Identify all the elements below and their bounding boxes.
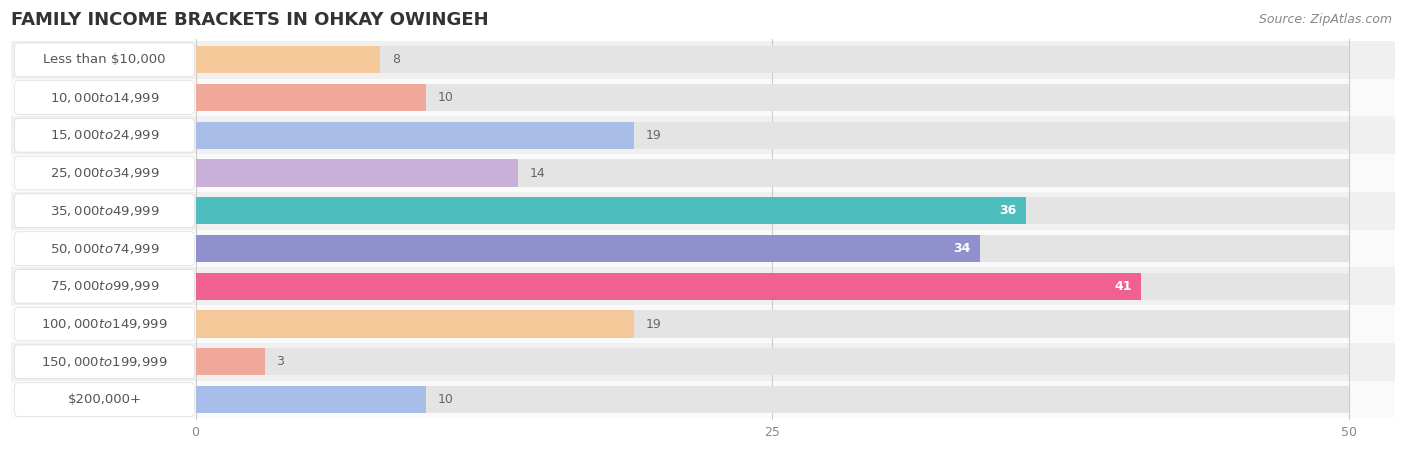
Text: 19: 19 bbox=[645, 318, 661, 331]
Text: $150,000 to $199,999: $150,000 to $199,999 bbox=[41, 355, 167, 369]
Text: Source: ZipAtlas.com: Source: ZipAtlas.com bbox=[1258, 14, 1392, 27]
Bar bbox=[195, 235, 1348, 262]
Bar bbox=[195, 46, 380, 73]
Text: $100,000 to $149,999: $100,000 to $149,999 bbox=[41, 317, 167, 331]
Bar bbox=[195, 386, 426, 413]
Bar bbox=[195, 310, 1348, 338]
Bar bbox=[195, 310, 634, 338]
Bar bbox=[195, 159, 1348, 187]
Bar bbox=[195, 348, 1348, 375]
Bar bbox=[11, 79, 1395, 117]
FancyBboxPatch shape bbox=[14, 307, 194, 341]
FancyBboxPatch shape bbox=[14, 81, 194, 114]
Bar bbox=[195, 197, 1348, 225]
Bar bbox=[11, 267, 1395, 305]
Bar bbox=[195, 235, 980, 262]
Bar bbox=[11, 154, 1395, 192]
Bar bbox=[195, 122, 1348, 149]
Bar bbox=[195, 273, 1142, 300]
Bar bbox=[195, 197, 1026, 225]
Bar bbox=[195, 84, 426, 111]
Text: 14: 14 bbox=[530, 166, 546, 180]
Text: 19: 19 bbox=[645, 129, 661, 142]
Bar bbox=[11, 305, 1395, 343]
Text: $15,000 to $24,999: $15,000 to $24,999 bbox=[49, 128, 159, 142]
Text: 3: 3 bbox=[277, 356, 284, 368]
Text: $10,000 to $14,999: $10,000 to $14,999 bbox=[49, 90, 159, 104]
Text: Less than $10,000: Less than $10,000 bbox=[44, 53, 166, 66]
FancyBboxPatch shape bbox=[14, 156, 194, 190]
FancyBboxPatch shape bbox=[14, 345, 194, 378]
FancyBboxPatch shape bbox=[14, 232, 194, 266]
Bar bbox=[195, 122, 634, 149]
Bar bbox=[11, 117, 1395, 154]
FancyBboxPatch shape bbox=[14, 270, 194, 303]
Bar bbox=[11, 343, 1395, 381]
Text: $50,000 to $74,999: $50,000 to $74,999 bbox=[49, 242, 159, 256]
Bar bbox=[195, 84, 1348, 111]
Bar bbox=[195, 273, 1348, 300]
Text: 10: 10 bbox=[437, 393, 454, 406]
Text: 8: 8 bbox=[392, 53, 399, 66]
Bar bbox=[11, 230, 1395, 267]
Bar bbox=[11, 41, 1395, 79]
Text: $35,000 to $49,999: $35,000 to $49,999 bbox=[49, 204, 159, 218]
FancyBboxPatch shape bbox=[14, 118, 194, 152]
FancyBboxPatch shape bbox=[14, 194, 194, 228]
Bar bbox=[11, 192, 1395, 230]
Text: FAMILY INCOME BRACKETS IN OHKAY OWINGEH: FAMILY INCOME BRACKETS IN OHKAY OWINGEH bbox=[11, 11, 489, 29]
Text: 41: 41 bbox=[1115, 280, 1132, 293]
Bar bbox=[195, 348, 264, 375]
Text: $75,000 to $99,999: $75,000 to $99,999 bbox=[49, 279, 159, 293]
Text: 34: 34 bbox=[953, 242, 970, 255]
FancyBboxPatch shape bbox=[14, 43, 194, 76]
Bar bbox=[195, 159, 519, 187]
Text: $25,000 to $34,999: $25,000 to $34,999 bbox=[49, 166, 159, 180]
Bar bbox=[195, 46, 1348, 73]
Bar bbox=[11, 381, 1395, 418]
Bar bbox=[195, 386, 1348, 413]
Text: 10: 10 bbox=[437, 91, 454, 104]
Text: 36: 36 bbox=[1000, 204, 1017, 217]
Text: $200,000+: $200,000+ bbox=[67, 393, 142, 406]
FancyBboxPatch shape bbox=[14, 383, 194, 416]
